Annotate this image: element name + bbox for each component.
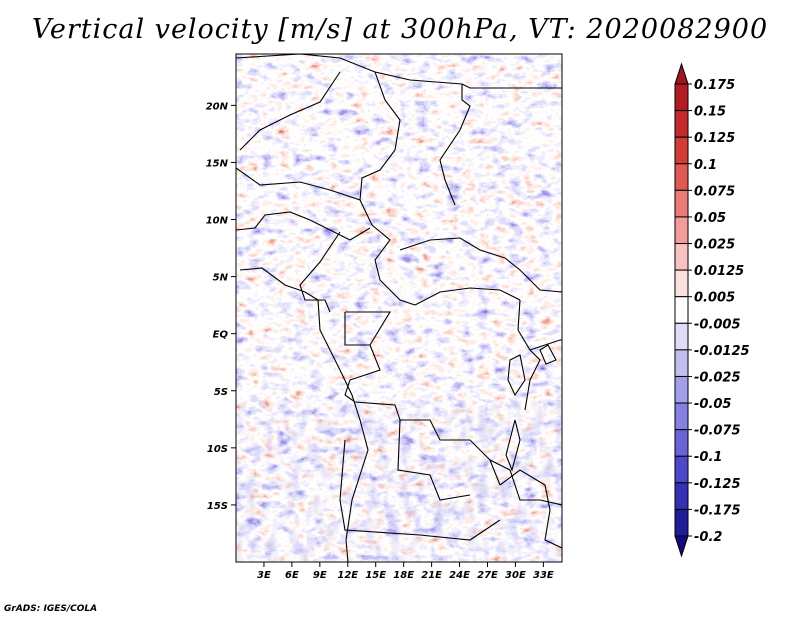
border-sahara: [239, 71, 341, 151]
x-tick-label: 18E: [393, 570, 414, 581]
colorbar-label: -0.125: [694, 477, 741, 492]
y-tick-label: 20N: [206, 101, 229, 112]
colorbar-segment: [674, 269, 689, 298]
colorbar-segment: [674, 83, 689, 112]
border-mozambique: [499, 469, 562, 549]
lake-victoria-outline: [507, 354, 526, 397]
colorbar-segment: [674, 508, 689, 537]
colorbar-label: 0.025: [694, 238, 735, 253]
x-tick-label: 15E: [365, 570, 386, 581]
border-kenya: [529, 339, 562, 351]
x-tick-label: 30E: [505, 570, 526, 581]
border-niger-chad: [359, 71, 401, 201]
lakes: [505, 344, 557, 472]
x-tick-label: 27E: [477, 570, 498, 581]
border-nigeria-south: [236, 211, 371, 241]
colorbar-label: 0.0125: [694, 264, 744, 279]
colorbar-segment: [674, 429, 689, 457]
border-namibia: [339, 439, 501, 541]
border-zambia: [489, 459, 562, 506]
colorbar-label: 0.05: [694, 211, 726, 226]
colorbar-segment: [674, 455, 689, 484]
colorbar-label: 0.005: [694, 291, 735, 306]
x-tick-label: 21E: [421, 570, 442, 581]
chart-title: Vertical velocity [m/s] at 300hPa, VT: 2…: [31, 14, 769, 45]
border-north: [236, 54, 463, 85]
colorbar: 0.175 0.15 0.125 0.1 0.075 0.05 0.025 0.0125 0.0…: [674, 62, 750, 558]
colorbar-segment: [674, 216, 689, 245]
y-tick-label: 10N: [206, 216, 229, 227]
x-tick-label: 6E: [285, 570, 299, 581]
colorbar-label: -0.175: [694, 503, 741, 518]
plot-frame: [235, 53, 563, 563]
colorbar-label: 0.1: [694, 158, 717, 173]
colorbar-segment: [674, 243, 689, 271]
colorbar-label: -0.075: [694, 424, 741, 439]
colorbar-segment: [674, 110, 689, 138]
border-drc-north: [414, 287, 521, 306]
border-nigeria-north: [236, 167, 373, 226]
colorbar-label: 0.075: [694, 184, 735, 199]
colorbar-lower-triangle: [674, 535, 689, 558]
border-congo: [344, 344, 381, 396]
border-car-north: [399, 237, 506, 259]
colorbar-segment: [674, 375, 689, 404]
x-tick-label: 3E: [257, 570, 271, 581]
colorbar-segment: [674, 349, 689, 377]
x-tick-label: 33E: [533, 570, 554, 581]
border-car-west: [371, 224, 416, 306]
colorbar-segment: [674, 296, 689, 324]
lake-turkana-outline: [539, 344, 557, 365]
x-axis: 3E 6E 9E 12E 15E 18E 21E 24E 27E 30E 33E: [257, 562, 554, 581]
colorbar-segment: [674, 482, 689, 510]
border-cameroon: [299, 231, 341, 313]
vertical-velocity-field: [236, 54, 562, 562]
border-drc-south: [344, 394, 501, 486]
x-tick-label: 12E: [337, 570, 358, 581]
colorbar-upper-triangle: [674, 62, 689, 85]
coastline-west: [317, 299, 369, 562]
colorbar-segment: [674, 163, 689, 191]
y-tick-label: EQ: [213, 330, 229, 341]
grads-credit: GrADS: IGES/COLA: [4, 604, 98, 614]
country-borders: [236, 54, 562, 562]
y-tick-label: 5N: [213, 273, 229, 284]
colorbar-label: 0.125: [694, 131, 735, 146]
colorbar-label: -0.05: [694, 397, 731, 412]
coastline-gulf: [239, 267, 319, 301]
y-tick-label: 15N: [206, 158, 229, 169]
y-tick-label: 10S: [207, 444, 228, 455]
y-axis: 20N 15N 10N 5N EQ 5S 10S 15S: [206, 101, 236, 512]
colorbar-segment: [674, 189, 689, 218]
border-egypt-sudan: [461, 83, 562, 89]
x-tick-label: 9E: [313, 570, 327, 581]
y-tick-label: 5S: [214, 387, 228, 398]
subsidence-texture: [236, 400, 562, 562]
x-tick-label: 24E: [449, 570, 470, 581]
lake-tanganyika-outline: [505, 419, 521, 472]
colorbar-label: 0.175: [694, 78, 735, 93]
colorbar-segment: [674, 136, 689, 165]
colorbar-label: -0.0125: [694, 344, 750, 359]
border-uganda: [517, 299, 541, 411]
y-tick-label: 15S: [207, 501, 228, 512]
colorbar-segment: [674, 402, 689, 431]
border-angola: [397, 419, 471, 501]
colorbar-label: 0.15: [694, 105, 726, 120]
border-chad-sudan: [439, 84, 471, 206]
colorbar-label: -0.025: [694, 370, 741, 385]
colorbar-segment: [674, 322, 689, 351]
colorbar-label: -0.2: [694, 530, 722, 545]
colorbar-label: -0.005: [694, 317, 741, 332]
border-south-sudan: [504, 257, 562, 293]
colorbar-label: -0.1: [694, 450, 722, 465]
